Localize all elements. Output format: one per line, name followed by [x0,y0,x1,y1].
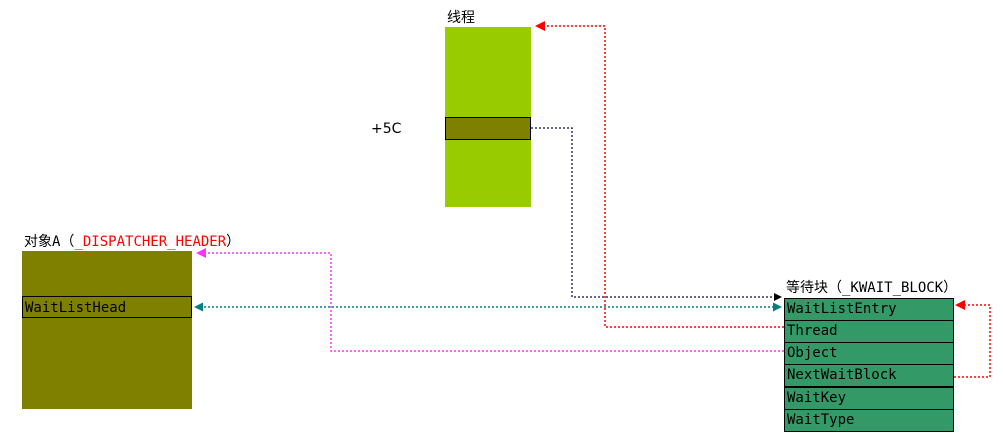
wait-block-field-thread: Thread [784,320,954,343]
object-title-prefix: 对象A（ [24,234,75,250]
connector-nextwaitblock-to-self [954,300,991,378]
wait-block-title: 等待块（_KWAIT_BLOCK） [786,280,958,296]
connector-thread-to-waitlistentry [531,127,782,301]
object-title: 对象A（_DISPATCHER_HEADER） [24,234,240,250]
thread-title: 线程 [447,10,475,26]
thread-offset-label: +5C [371,121,402,137]
object-title-suffix: ） [226,234,241,250]
wait-block-field-nextwaitblock: NextWaitBlock [784,364,954,387]
connector-object-field-to-object [196,248,784,352]
object-block [22,251,192,409]
connector-thread-field-to-thread [535,21,784,328]
object-waitlisthead-field: WaitListHead [22,296,192,318]
object-title-type: _DISPATCHER_HEADER [74,234,227,250]
thread-offset-field [445,117,531,140]
wait-block-field-waittype: WaitType [784,409,954,432]
